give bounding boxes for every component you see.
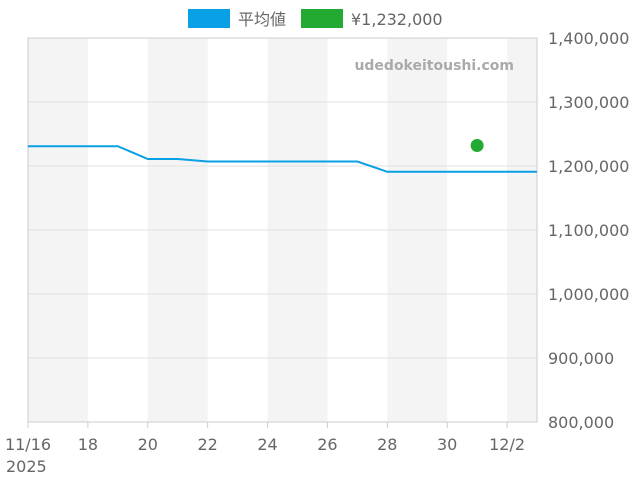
y-tick-label: 1,100,000	[548, 221, 629, 240]
y-tick-label: 800,000	[548, 413, 614, 432]
legend-swatch-price[interactable]	[301, 9, 343, 28]
x-tick-label: 11/16	[5, 435, 51, 454]
x-tick-label: 28	[377, 435, 397, 454]
x-axis-ticks: 11/16 18 20 22 24 26 28 30 12/2	[5, 422, 525, 454]
x-tick-label: 22	[197, 435, 217, 454]
series-layer	[28, 139, 537, 173]
legend-swatch-average[interactable]	[188, 9, 230, 28]
plot-border	[27, 37, 538, 423]
legend-label-average[interactable]: 平均値	[238, 10, 286, 29]
y-tick-label: 900,000	[548, 349, 614, 368]
x-tick-label: 24	[257, 435, 277, 454]
x-tick-label: 12/2	[489, 435, 525, 454]
y-tick-label: 1,300,000	[548, 93, 629, 112]
series-line-average	[28, 145, 537, 173]
x-tick-label: 18	[78, 435, 98, 454]
y-tick-label: 1,000,000	[548, 285, 629, 304]
x-tick-label: 30	[437, 435, 457, 454]
watermark: udedokeitoushi.com	[354, 58, 514, 74]
x-tick-label: 26	[317, 435, 337, 454]
legend: 平均値 ¥1,232,000	[188, 9, 443, 29]
y-tick-label: 1,400,000	[548, 29, 629, 48]
y-tick-label: 1,200,000	[548, 157, 629, 176]
x-axis-year-label: 2025	[6, 457, 47, 476]
x-tick-label: 20	[138, 435, 158, 454]
series-point-price	[470, 139, 484, 153]
y-axis-ticks: 1,400,000 1,300,000 1,200,000 1,100,000 1,00…	[548, 29, 629, 432]
legend-label-price[interactable]: ¥1,232,000	[351, 10, 443, 29]
